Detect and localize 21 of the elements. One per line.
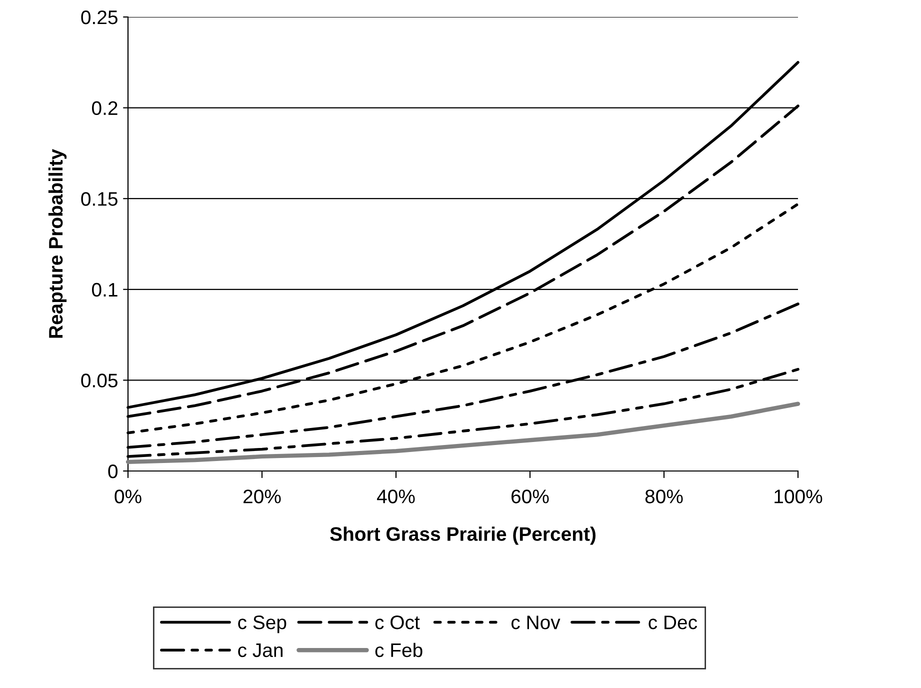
x-tick-label: 80% <box>645 490 683 504</box>
legend-label: c Oct <box>375 615 420 630</box>
y-tick-label: 0 <box>108 464 118 478</box>
x-axis-title: Short Grass Prairie (Percent) <box>330 526 596 545</box>
x-tick-label: 60% <box>512 490 549 504</box>
legend-label: c Feb <box>375 642 422 658</box>
y-tick-label: 0.25 <box>81 10 118 24</box>
y-tick-label: 0.1 <box>92 282 118 297</box>
x-tick-label: 0% <box>114 490 142 504</box>
legend-label: c Dec <box>648 616 698 630</box>
y-axis-title: Reapture Probability <box>48 149 67 338</box>
legend-label: c Jan <box>238 644 283 658</box>
y-tick-label: 0.2 <box>92 101 118 116</box>
legend-label: c Nov <box>511 616 560 630</box>
line-series <box>126 402 800 464</box>
y-tick-label: 0.15 <box>81 192 118 206</box>
legend-label: c Sep <box>238 615 286 634</box>
y-tick-label: 0.05 <box>81 374 118 388</box>
x-tick-label: 40% <box>376 490 415 504</box>
x-tick-label: 100% <box>774 490 822 504</box>
x-tick-label: 20% <box>244 490 281 504</box>
